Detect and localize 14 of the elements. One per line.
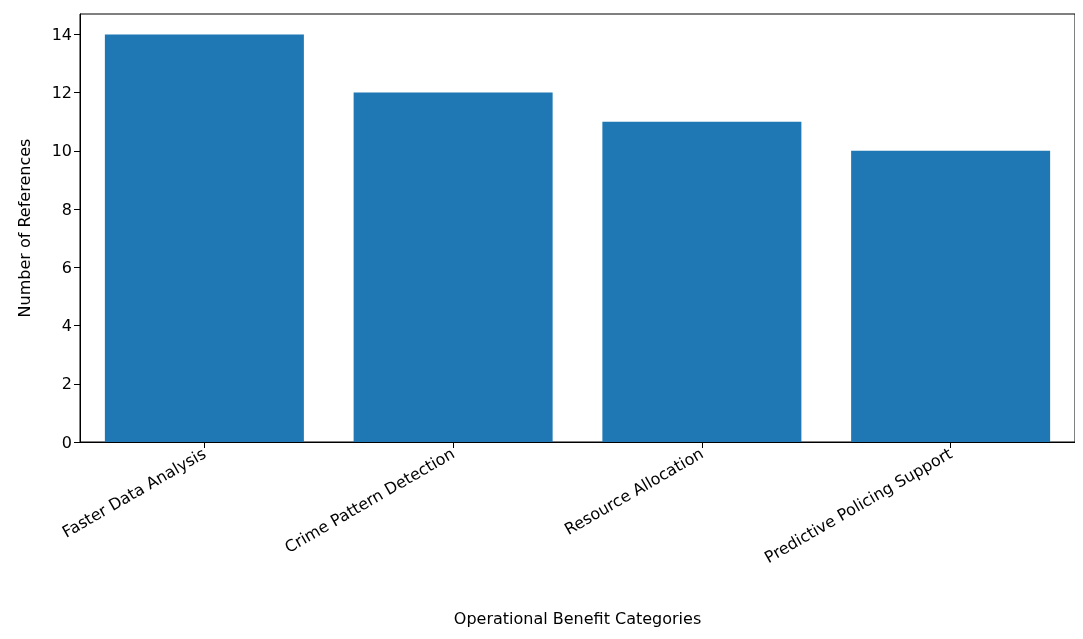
y-tick-label: 14 — [51, 24, 72, 44]
y-tick-label: 2 — [61, 374, 72, 394]
y-tick-label: 0 — [61, 432, 72, 452]
y-axis-title: Number of References — [14, 138, 34, 318]
y-tick-label: 8 — [61, 199, 72, 219]
y-tick-label: 12 — [51, 83, 72, 103]
x-axis-title: Operational Benefit Categories — [453, 608, 702, 628]
bar — [353, 92, 553, 442]
bar — [851, 150, 1051, 442]
bar — [104, 34, 304, 442]
y-tick-label: 4 — [61, 316, 72, 336]
bar — [602, 121, 802, 442]
y-tick-label: 10 — [51, 141, 72, 161]
y-tick-label: 6 — [61, 257, 72, 277]
